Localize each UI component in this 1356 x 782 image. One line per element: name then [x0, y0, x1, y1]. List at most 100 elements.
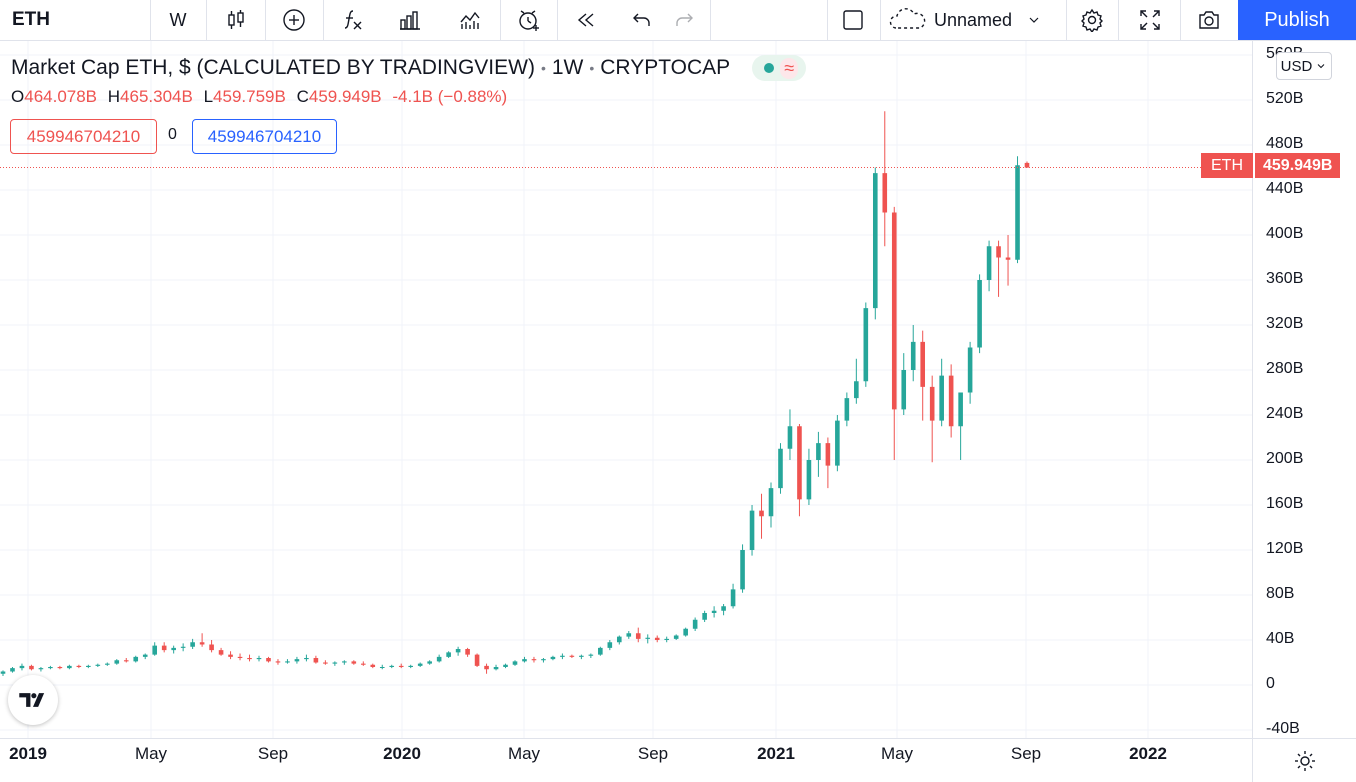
templates-icon[interactable]	[446, 0, 494, 40]
time-tick-label: Sep	[1010, 744, 1042, 763]
candle-body	[104, 663, 110, 665]
close-key: C	[296, 87, 309, 106]
candle-body	[768, 488, 774, 517]
series-interval: 1W	[551, 56, 584, 79]
gear-icon[interactable]	[1068, 0, 1116, 40]
alert-icon[interactable]	[505, 0, 553, 40]
candle-body	[275, 661, 281, 663]
candle-body	[702, 613, 707, 620]
candle-body	[266, 658, 271, 662]
gear-icon[interactable]	[1293, 749, 1317, 773]
currency-label: USD	[1280, 57, 1313, 75]
replay-icon[interactable]	[562, 0, 610, 40]
candle-body	[616, 636, 622, 643]
price-tick-label: 400B	[1266, 225, 1304, 242]
price-tick-label: 120B	[1266, 540, 1304, 557]
fullscreen-icon[interactable]	[1124, 0, 1176, 40]
candle-body	[825, 443, 831, 466]
candle-body	[152, 645, 158, 655]
compare-icon[interactable]	[386, 0, 434, 40]
candle-body	[342, 661, 347, 663]
time-tick-label: May	[507, 744, 541, 763]
candle-body	[948, 375, 954, 427]
buy-button[interactable]: 459946704210	[192, 119, 337, 154]
candle-body	[133, 656, 139, 662]
candle-body	[323, 662, 328, 664]
high-key: H	[107, 87, 121, 106]
time-tick-label: May	[134, 744, 168, 763]
candle-body	[844, 398, 850, 421]
candle-body	[996, 246, 1001, 258]
candle-body	[872, 173, 878, 309]
candle-body	[436, 656, 442, 662]
candle-body	[588, 654, 594, 656]
indicators-icon[interactable]	[328, 0, 376, 40]
currency-select[interactable]: USD	[1276, 52, 1332, 80]
chart-pane[interactable]	[0, 41, 1252, 738]
candle-body	[1024, 162, 1030, 168]
candle-body	[645, 637, 651, 639]
candles-icon[interactable]	[212, 0, 260, 40]
candle-body	[560, 655, 565, 657]
candle-body	[635, 633, 641, 639]
camera-icon[interactable]	[1184, 0, 1234, 40]
candle-body	[673, 635, 679, 639]
candle-body	[199, 642, 205, 645]
candle-body	[247, 658, 252, 660]
toolbar-divider	[206, 0, 207, 40]
candle-body	[854, 381, 859, 399]
candle-body	[806, 460, 812, 500]
candlestick-chart	[0, 41, 1252, 738]
candle-body	[891, 212, 897, 410]
toolbar-divider	[710, 0, 711, 40]
tradingview-logo[interactable]	[8, 675, 58, 725]
market-status-badge[interactable]: ≈	[752, 55, 807, 81]
series-title[interactable]: Market Cap ETH, $ (CALCULATED BY TRADING…	[11, 56, 535, 79]
price-tick-label: 360B	[1266, 270, 1304, 287]
price-tick-label: 80B	[1266, 585, 1295, 602]
interval-button[interactable]: W	[169, 9, 187, 30]
low-key: L	[203, 87, 214, 106]
candle-body	[797, 426, 802, 500]
candle-body	[370, 664, 376, 667]
price-tick-label: 520B	[1266, 90, 1304, 107]
price-tick-label: 240B	[1266, 405, 1304, 422]
last-price-symbol: ETH	[1201, 153, 1253, 178]
chart-settings-corner[interactable]	[1252, 738, 1356, 782]
toolbar-divider	[500, 0, 501, 40]
ohlc-values: O464.078B H465.304B L459.759B C459.949B …	[11, 87, 513, 107]
candle-body	[114, 660, 120, 664]
candle-body	[920, 341, 926, 387]
price-scale[interactable]	[1252, 41, 1356, 738]
candle-body	[446, 652, 451, 657]
sell-button[interactable]: 459946704210	[10, 119, 157, 154]
candle-body	[474, 654, 480, 666]
last-price-value: 459.949B	[1255, 153, 1341, 178]
price-tick-label: 200B	[1266, 450, 1304, 467]
symbol-search-button[interactable]: ETH	[12, 9, 50, 30]
candle-body	[389, 665, 395, 667]
time-scale[interactable]	[0, 738, 1252, 782]
redo-icon[interactable]	[660, 0, 708, 40]
candle-body	[910, 341, 916, 370]
toolbar-divider	[1066, 0, 1067, 40]
candle-body	[977, 280, 982, 348]
plus-circle-icon[interactable]	[270, 0, 318, 40]
candle-body	[1005, 257, 1011, 260]
high-value: 465.304B	[120, 87, 193, 106]
candle-body	[351, 661, 357, 664]
candle-body	[142, 654, 148, 657]
candle-body	[161, 645, 167, 651]
undo-icon[interactable]	[618, 0, 666, 40]
publish-button[interactable]: Publish	[1238, 0, 1356, 40]
layout-icon[interactable]	[828, 0, 878, 40]
candle-body	[285, 661, 290, 663]
candle-body	[484, 665, 489, 670]
candle-body	[294, 659, 300, 662]
candle-body	[986, 246, 992, 280]
candle-body	[313, 658, 319, 663]
layout-menu-button[interactable]: Unnamed	[888, 0, 1063, 40]
price-tick-label: 480B	[1266, 135, 1304, 152]
candle-body	[759, 510, 764, 517]
candle-body	[664, 638, 670, 640]
